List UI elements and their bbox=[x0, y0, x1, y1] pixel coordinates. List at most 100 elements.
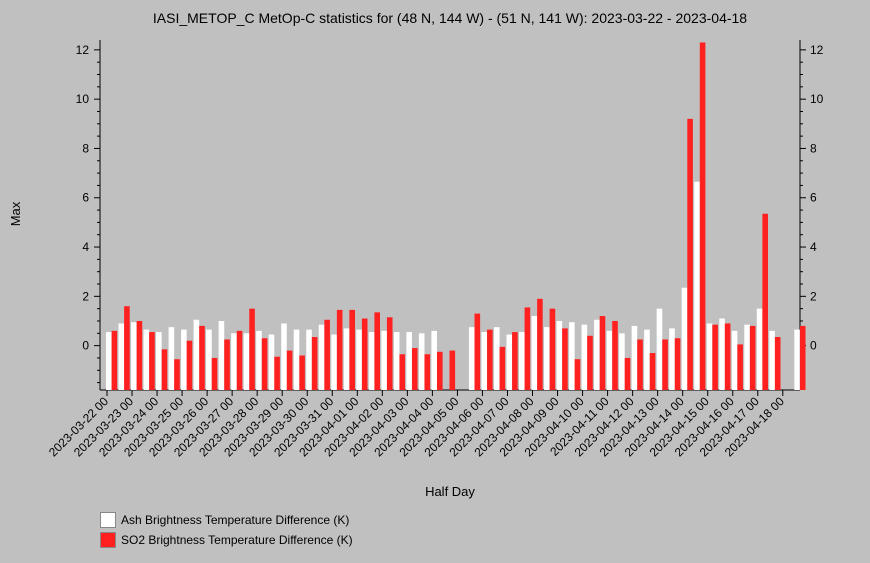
legend-swatch-ash bbox=[100, 512, 116, 528]
bar-so2 bbox=[149, 332, 155, 390]
bar-so2 bbox=[674, 338, 681, 390]
bar-so2 bbox=[124, 306, 130, 390]
bar-so2 bbox=[336, 309, 343, 390]
bar-ash bbox=[293, 329, 300, 390]
bar-ash bbox=[393, 332, 400, 390]
bar-ash bbox=[331, 334, 337, 390]
bar-ash bbox=[368, 332, 375, 390]
bar-ash bbox=[569, 322, 575, 390]
bar-so2 bbox=[512, 332, 518, 390]
bar-ash bbox=[243, 333, 250, 390]
bar-ash bbox=[143, 329, 150, 390]
bar-ash bbox=[656, 308, 663, 390]
bar-so2 bbox=[324, 319, 330, 390]
bar-ash bbox=[719, 318, 725, 390]
bar-so2 bbox=[662, 339, 668, 390]
bar-ash bbox=[118, 323, 125, 390]
bar-ash bbox=[356, 329, 362, 390]
bar-ash bbox=[493, 327, 500, 390]
bar-so2 bbox=[199, 325, 205, 390]
y-tick-label-left: 10 bbox=[76, 92, 90, 106]
bar-so2 bbox=[449, 350, 456, 390]
bar-so2 bbox=[487, 329, 493, 390]
bar-so2 bbox=[361, 318, 368, 390]
bar-so2 bbox=[474, 313, 481, 390]
bar-so2 bbox=[286, 350, 293, 390]
bar-so2 bbox=[624, 357, 631, 390]
y-tick-label-left: 2 bbox=[82, 289, 89, 303]
bar-ash bbox=[581, 324, 588, 390]
y-tick-label-right: 12 bbox=[810, 43, 824, 57]
bar-so2 bbox=[637, 339, 643, 390]
bar-so2 bbox=[261, 338, 268, 390]
y-tick-label-left: 0 bbox=[82, 339, 89, 353]
y-tick-label-right: 6 bbox=[810, 191, 817, 205]
bar-so2 bbox=[587, 335, 593, 390]
bar-ash bbox=[631, 325, 638, 390]
bar-so2 bbox=[537, 298, 543, 390]
bar-ash bbox=[306, 329, 312, 390]
bar-so2 bbox=[562, 328, 568, 390]
bar-ash bbox=[381, 330, 387, 390]
bar-ash bbox=[281, 323, 287, 390]
y-axis-label: Max bbox=[8, 201, 23, 226]
bar-ash bbox=[731, 330, 738, 390]
chart-title: IASI_METOP_C MetOp-C statistics for (48 … bbox=[153, 10, 747, 26]
bar-ash bbox=[518, 332, 525, 390]
bar-so2 bbox=[274, 356, 280, 390]
legend-item-so2: SO2 Brightness Temperature Difference (K… bbox=[100, 532, 353, 548]
bar-so2 bbox=[161, 349, 168, 390]
bar-ash bbox=[531, 316, 538, 390]
bar-ash bbox=[406, 332, 412, 390]
bar-so2 bbox=[599, 316, 606, 390]
y-tick-label-left: 4 bbox=[82, 240, 89, 254]
bar-ash bbox=[418, 333, 425, 390]
legend-label-ash: Ash Brightness Temperature Difference (K… bbox=[121, 513, 350, 527]
legend-swatch-so2 bbox=[100, 532, 116, 548]
bar-so2 bbox=[687, 118, 693, 391]
bar-ash bbox=[181, 329, 187, 390]
bar-so2 bbox=[386, 317, 393, 390]
bar-so2 bbox=[774, 337, 781, 390]
bar-so2 bbox=[724, 323, 731, 390]
bar-so2 bbox=[311, 337, 318, 390]
bar-so2 bbox=[499, 346, 506, 390]
bar-ash bbox=[744, 324, 750, 390]
bar-so2 bbox=[211, 357, 218, 390]
bar-ash bbox=[506, 334, 513, 390]
bar-so2 bbox=[649, 353, 656, 390]
bar-ash bbox=[231, 333, 237, 390]
legend-label-so2: SO2 Brightness Temperature Difference (K… bbox=[121, 533, 353, 547]
bar-ash bbox=[756, 308, 763, 390]
bar-ash bbox=[556, 320, 563, 390]
bar-ash bbox=[206, 329, 212, 390]
bar-ash bbox=[606, 330, 613, 390]
y-tick-label-right: 2 bbox=[810, 289, 817, 303]
bar-ash bbox=[131, 322, 137, 390]
bar-so2 bbox=[349, 309, 355, 390]
bar-ash bbox=[706, 323, 713, 390]
bar-so2 bbox=[737, 344, 743, 390]
bar-ash bbox=[769, 330, 775, 390]
y-tick-label-left: 12 bbox=[76, 43, 90, 57]
bar-so2 bbox=[236, 330, 243, 390]
bar-ash bbox=[343, 328, 350, 390]
bar-ash bbox=[268, 334, 275, 390]
bar-ash bbox=[106, 332, 112, 390]
bar-ash bbox=[644, 329, 650, 390]
bar-ash bbox=[468, 327, 475, 390]
bar-so2 bbox=[174, 359, 180, 390]
bar-so2 bbox=[612, 320, 618, 390]
bar-ash bbox=[794, 329, 800, 390]
bar-so2 bbox=[574, 359, 581, 390]
bar-ash bbox=[619, 333, 625, 390]
bar-ash bbox=[218, 320, 225, 390]
bar-so2 bbox=[424, 354, 431, 390]
y-tick-label-right: 10 bbox=[810, 92, 824, 106]
bar-so2 bbox=[399, 354, 406, 390]
bar-so2 bbox=[749, 325, 756, 390]
bar-ash bbox=[431, 330, 437, 390]
bar-so2 bbox=[136, 320, 143, 390]
